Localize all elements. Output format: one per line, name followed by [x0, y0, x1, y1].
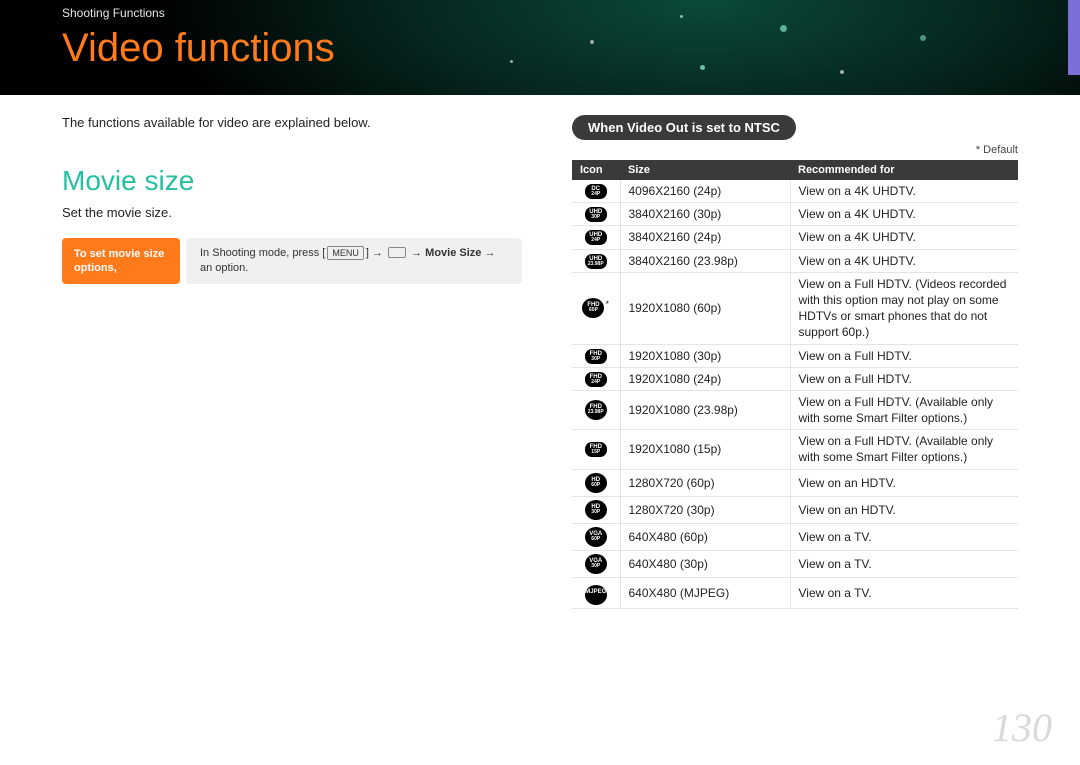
cell-icon: VGA60P	[572, 523, 620, 550]
cell-icon: FHD23.98P	[572, 390, 620, 429]
cell-recommended: View on a 4K UHDTV.	[790, 226, 1018, 249]
cell-size: 1920X1080 (15p)	[620, 430, 790, 469]
th-rec: Recommended for	[790, 160, 1018, 180]
section-heading: Movie size	[62, 165, 522, 197]
page-number: 130	[992, 704, 1052, 751]
cell-icon: UHD23.98P	[572, 249, 620, 272]
resolution-icon: UHD23.98P	[585, 254, 607, 269]
table-row: VGA30P 640X480 (30p)View on a TV.	[572, 550, 1018, 577]
default-star-icon: *	[605, 299, 609, 309]
cell-icon: FHD60P*	[572, 272, 620, 344]
table-row: VGA60P 640X480 (60p)View on a TV.	[572, 523, 1018, 550]
cell-icon: UHD30P	[572, 203, 620, 226]
cell-size: 1920X1080 (60p)	[620, 272, 790, 344]
instruction-suffix: an option.	[200, 262, 248, 274]
cell-icon: HD60P	[572, 469, 620, 496]
table-row: FHD23.98P 1920X1080 (23.98p)View on a Ful…	[572, 390, 1018, 429]
resolution-icon: UHD24P	[585, 230, 607, 245]
cell-size: 1920X1080 (24p)	[620, 367, 790, 390]
table-row: HD30P 1280X720 (30p)View on an HDTV.	[572, 496, 1018, 523]
instruction-prefix: In Shooting mode, press	[200, 247, 322, 259]
resolution-icon: VGA30P	[585, 554, 607, 574]
table-row: FHD30P 1920X1080 (30p)View on a Full HDTV…	[572, 344, 1018, 367]
cell-recommended: View on a Full HDTV. (Videos recorded wi…	[790, 272, 1018, 344]
cell-size: 640X480 (MJPEG)	[620, 577, 790, 608]
cell-icon: FHD24P	[572, 367, 620, 390]
instruction-body: In Shooting mode, press [MENU] → → Movie…	[186, 238, 522, 284]
th-icon: Icon	[572, 160, 620, 180]
resolution-icon: HD30P	[585, 500, 607, 520]
resolution-icon: FHD30P	[585, 349, 607, 364]
table-row: DC24P 4096X2160 (24p)View on a 4K UHDTV.	[572, 180, 1018, 203]
cell-recommended: View on a Full HDTV. (Available only wit…	[790, 390, 1018, 429]
instruction-label: To set movie size options,	[62, 238, 180, 284]
th-size: Size	[620, 160, 790, 180]
cell-recommended: View on a 4K UHDTV.	[790, 180, 1018, 203]
arrow-1: →	[369, 247, 386, 259]
cell-recommended: View on an HDTV.	[790, 469, 1018, 496]
resolution-icon: VGA60P	[585, 527, 607, 547]
table-row: FHD24P 1920X1080 (24p)View on a Full HDTV…	[572, 367, 1018, 390]
menu-key-icon: MENU	[327, 246, 364, 261]
arrow-2: →	[408, 247, 425, 259]
cell-icon: VGA30P	[572, 550, 620, 577]
cell-icon: MJPEG	[572, 577, 620, 608]
cell-size: 3840X2160 (30p)	[620, 203, 790, 226]
cell-recommended: View on a Full HDTV.	[790, 367, 1018, 390]
cell-icon: DC24P	[572, 180, 620, 203]
resolution-icon: FHD60P	[582, 298, 604, 318]
section-subtext: Set the movie size.	[62, 205, 522, 220]
cell-recommended: View on a TV.	[790, 523, 1018, 550]
cell-recommended: View on a 4K UHDTV.	[790, 203, 1018, 226]
cell-size: 1280X720 (60p)	[620, 469, 790, 496]
table-row: FHD15P 1920X1080 (15p)View on a Full HDTV…	[572, 430, 1018, 469]
cell-size: 1920X1080 (23.98p)	[620, 390, 790, 429]
cell-size: 640X480 (60p)	[620, 523, 790, 550]
cell-icon: UHD24P	[572, 226, 620, 249]
intro-text: The functions available for video are ex…	[62, 115, 522, 130]
resolution-icon: FHD24P	[585, 372, 607, 387]
resolution-icon: MJPEG	[585, 585, 607, 605]
cell-size: 4096X2160 (24p)	[620, 180, 790, 203]
movie-size-bold: Movie Size	[425, 247, 481, 259]
page-title: Video functions	[62, 26, 335, 71]
resolution-icon: FHD23.98P	[585, 400, 607, 420]
cell-icon: FHD15P	[572, 430, 620, 469]
table-row: HD60P 1280X720 (60p)View on an HDTV.	[572, 469, 1018, 496]
instruction-row: To set movie size options, In Shooting m…	[62, 238, 522, 284]
resolution-icon: UHD30P	[585, 207, 607, 222]
resolution-icon: DC24P	[585, 184, 607, 199]
cell-recommended: View on a Full HDTV. (Available only wit…	[790, 430, 1018, 469]
table-row: MJPEG 640X480 (MJPEG)View on a TV.	[572, 577, 1018, 608]
table-row: UHD23.98P 3840X2160 (23.98p)View on a 4K …	[572, 249, 1018, 272]
table-row: FHD60P*1920X1080 (60p)View on a Full HDT…	[572, 272, 1018, 344]
table-row: UHD30P 3840X2160 (30p)View on a 4K UHDTV.	[572, 203, 1018, 226]
cell-recommended: View on a TV.	[790, 577, 1018, 608]
cell-recommended: View on a 4K UHDTV.	[790, 249, 1018, 272]
default-note: * Default	[572, 144, 1018, 156]
cell-icon: HD30P	[572, 496, 620, 523]
breadcrumb: Shooting Functions	[62, 6, 165, 20]
cell-icon: FHD30P	[572, 344, 620, 367]
side-tab	[1068, 0, 1080, 75]
cell-size: 3840X2160 (24p)	[620, 226, 790, 249]
left-column: The functions available for video are ex…	[62, 115, 522, 609]
arrow-3: →	[481, 247, 495, 259]
ntsc-pill-heading: When Video Out is set to NTSC	[572, 115, 796, 140]
right-column: When Video Out is set to NTSC * Default …	[572, 115, 1018, 609]
cell-size: 1920X1080 (30p)	[620, 344, 790, 367]
movie-size-table: Icon Size Recommended for DC24P 4096X2160…	[572, 160, 1018, 609]
cell-size: 1280X720 (30p)	[620, 496, 790, 523]
resolution-icon: HD60P	[585, 473, 607, 493]
cell-size: 3840X2160 (23.98p)	[620, 249, 790, 272]
cell-recommended: View on an HDTV.	[790, 496, 1018, 523]
cell-recommended: View on a Full HDTV.	[790, 344, 1018, 367]
camera-icon	[388, 247, 406, 258]
cell-recommended: View on a TV.	[790, 550, 1018, 577]
resolution-icon: FHD15P	[585, 442, 607, 457]
content: The functions available for video are ex…	[62, 115, 1018, 609]
cell-size: 640X480 (30p)	[620, 550, 790, 577]
table-row: UHD24P 3840X2160 (24p)View on a 4K UHDTV.	[572, 226, 1018, 249]
header-decoration	[500, 10, 1000, 90]
